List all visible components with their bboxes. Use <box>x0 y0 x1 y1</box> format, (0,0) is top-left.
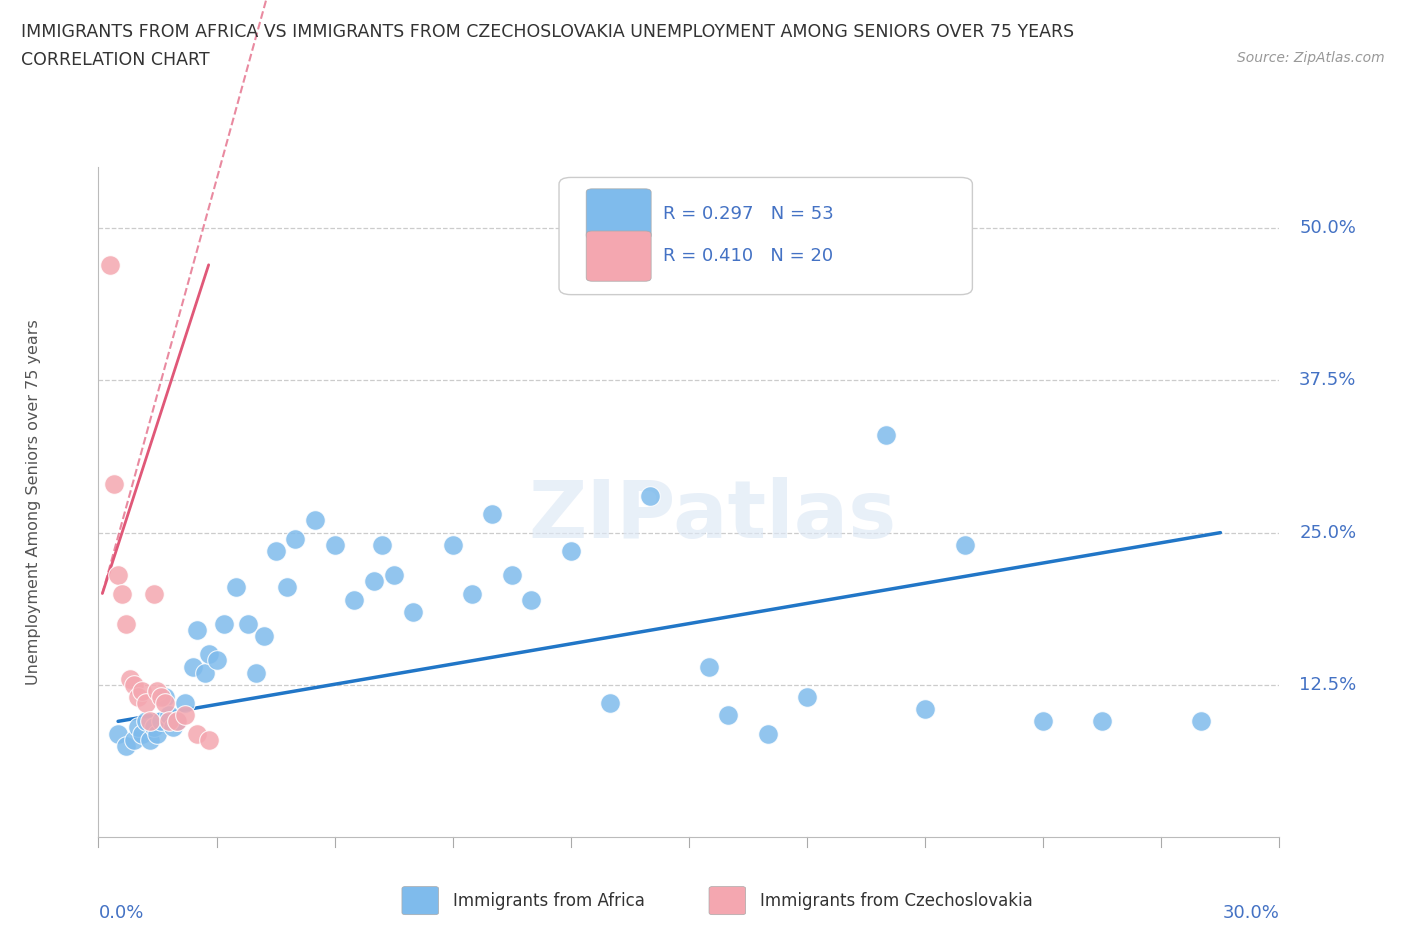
Point <box>638 488 661 503</box>
Point <box>131 684 153 698</box>
Point <box>174 708 197 723</box>
Point <box>142 720 165 735</box>
Point <box>155 696 177 711</box>
Point <box>103 476 125 491</box>
Point <box>225 580 247 595</box>
Point <box>276 580 298 595</box>
Point <box>174 696 197 711</box>
Point <box>150 689 173 704</box>
Point <box>146 726 169 741</box>
Text: 0.0%: 0.0% <box>98 904 143 922</box>
Point <box>127 689 149 704</box>
Point <box>138 714 160 729</box>
Text: Unemployment Among Seniors over 75 years: Unemployment Among Seniors over 75 years <box>25 319 41 685</box>
Point <box>236 617 259 631</box>
Point <box>245 665 267 680</box>
Point <box>205 653 228 668</box>
Text: 12.5%: 12.5% <box>1299 676 1357 694</box>
Point <box>122 732 145 747</box>
FancyBboxPatch shape <box>586 189 651 239</box>
Point <box>107 726 129 741</box>
Point <box>717 708 740 723</box>
Text: IMMIGRANTS FROM AFRICA VS IMMIGRANTS FROM CZECHOSLOVAKIA UNEMPLOYMENT AMONG SENI: IMMIGRANTS FROM AFRICA VS IMMIGRANTS FRO… <box>21 23 1074 41</box>
Point <box>107 568 129 583</box>
Point <box>111 586 134 601</box>
Point <box>186 622 208 637</box>
Point <box>441 538 464 552</box>
Point <box>131 726 153 741</box>
Point <box>1091 714 1114 729</box>
Point <box>599 696 621 711</box>
Point <box>697 659 720 674</box>
Point <box>363 574 385 589</box>
Point <box>186 726 208 741</box>
Point <box>520 592 543 607</box>
Point <box>560 543 582 558</box>
Point <box>115 738 138 753</box>
Point <box>461 586 484 601</box>
Point <box>127 720 149 735</box>
Point <box>371 538 394 552</box>
Point <box>118 671 141 686</box>
Point <box>1032 714 1054 729</box>
Text: ZIPatlas: ZIPatlas <box>529 476 897 554</box>
Text: 25.0%: 25.0% <box>1299 524 1357 541</box>
Point <box>150 714 173 729</box>
Point <box>914 702 936 717</box>
Text: 37.5%: 37.5% <box>1299 371 1357 390</box>
FancyBboxPatch shape <box>709 886 745 915</box>
Point <box>162 720 184 735</box>
FancyBboxPatch shape <box>402 886 439 915</box>
Point <box>142 586 165 601</box>
Point <box>214 617 236 631</box>
Text: Immigrants from Czechoslovakia: Immigrants from Czechoslovakia <box>759 892 1032 910</box>
Point <box>135 696 157 711</box>
FancyBboxPatch shape <box>560 178 973 295</box>
Point <box>402 604 425 619</box>
Point <box>264 543 287 558</box>
Point <box>166 714 188 729</box>
Point <box>796 689 818 704</box>
Point <box>157 708 180 723</box>
Point <box>481 507 503 522</box>
Point <box>343 592 366 607</box>
Point <box>138 732 160 747</box>
Point <box>157 714 180 729</box>
Point <box>323 538 346 552</box>
Text: CORRELATION CHART: CORRELATION CHART <box>21 51 209 69</box>
Text: 50.0%: 50.0% <box>1299 219 1355 237</box>
Text: 30.0%: 30.0% <box>1223 904 1279 922</box>
Point <box>501 568 523 583</box>
Text: R = 0.410   N = 20: R = 0.410 N = 20 <box>664 247 834 265</box>
Point <box>253 629 276 644</box>
Text: Source: ZipAtlas.com: Source: ZipAtlas.com <box>1237 51 1385 65</box>
Point <box>756 726 779 741</box>
Point <box>304 513 326 528</box>
Point <box>166 714 188 729</box>
Point <box>155 689 177 704</box>
Point <box>98 258 121 272</box>
Point <box>197 647 219 662</box>
Point <box>135 714 157 729</box>
Text: Immigrants from Africa: Immigrants from Africa <box>453 892 644 910</box>
Point <box>197 732 219 747</box>
Point <box>194 665 217 680</box>
Point <box>284 531 307 546</box>
Point <box>122 677 145 692</box>
FancyBboxPatch shape <box>586 231 651 281</box>
Point <box>953 538 976 552</box>
Point <box>146 684 169 698</box>
Text: R = 0.297   N = 53: R = 0.297 N = 53 <box>664 205 834 223</box>
Point <box>382 568 405 583</box>
Point <box>115 617 138 631</box>
Point <box>1189 714 1212 729</box>
Point <box>875 428 897 443</box>
Point <box>181 659 204 674</box>
